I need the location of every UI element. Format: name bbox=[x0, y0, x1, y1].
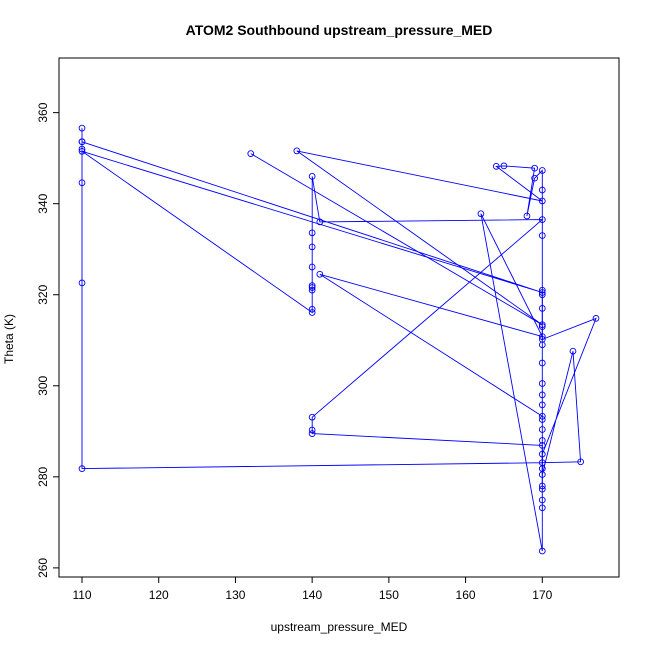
data-point bbox=[293, 147, 301, 155]
data-point bbox=[78, 279, 86, 287]
data-point bbox=[308, 286, 316, 294]
x-tick-label: 160 bbox=[456, 588, 476, 602]
data-point bbox=[492, 163, 500, 170]
data-point bbox=[538, 167, 546, 174]
data-point bbox=[569, 347, 577, 355]
data-point bbox=[538, 341, 546, 349]
data-point bbox=[538, 305, 546, 312]
data-point bbox=[538, 412, 546, 420]
data-point bbox=[538, 426, 546, 433]
data-point bbox=[538, 359, 546, 367]
data-point bbox=[538, 437, 546, 444]
data-point bbox=[308, 284, 316, 291]
x-tick-label: 130 bbox=[225, 588, 245, 602]
data-point bbox=[316, 270, 324, 278]
x-tick-label: 120 bbox=[149, 588, 169, 602]
y-tick-label: 360 bbox=[36, 102, 50, 122]
data-point bbox=[308, 305, 316, 313]
y-tick-label: 320 bbox=[36, 284, 50, 304]
data-point bbox=[538, 496, 546, 504]
data-point bbox=[316, 218, 324, 226]
data-point bbox=[538, 391, 546, 399]
x-tick-label: 170 bbox=[532, 588, 552, 602]
data-point bbox=[577, 458, 584, 466]
data-point bbox=[538, 321, 546, 329]
data-point bbox=[78, 145, 86, 153]
data-point bbox=[538, 485, 546, 493]
data-point bbox=[247, 150, 255, 157]
data-point bbox=[78, 147, 86, 155]
data-point bbox=[538, 291, 546, 299]
data-point bbox=[477, 210, 485, 218]
chart-title: ATOM2 Southbound upstream_pressure_MED bbox=[186, 22, 493, 38]
data-point bbox=[308, 243, 316, 251]
data-point bbox=[538, 547, 546, 555]
data-point bbox=[78, 138, 86, 146]
x-axis: 110 120 130 140 150 160 170 bbox=[72, 576, 553, 602]
data-point bbox=[538, 465, 546, 472]
data-point bbox=[308, 173, 316, 180]
data-point bbox=[78, 124, 86, 132]
y-tick-label: 300 bbox=[36, 375, 50, 395]
data-point bbox=[308, 263, 316, 271]
data-point bbox=[538, 504, 546, 512]
data-point bbox=[538, 323, 546, 330]
data-point bbox=[531, 174, 538, 182]
data-point bbox=[308, 309, 316, 316]
x-tick-label: 150 bbox=[379, 588, 399, 602]
data-point bbox=[538, 401, 546, 409]
x-axis-label: upstream_pressure_MED bbox=[271, 620, 408, 634]
data-point bbox=[538, 232, 546, 239]
y-tick-label: 340 bbox=[36, 193, 50, 213]
data-point bbox=[308, 426, 316, 434]
data-point bbox=[538, 197, 546, 205]
data-point bbox=[308, 229, 316, 237]
data-point bbox=[592, 315, 600, 322]
y-tick-label: 260 bbox=[36, 558, 50, 578]
data-point bbox=[523, 212, 531, 220]
data-point bbox=[538, 380, 546, 387]
data-point bbox=[500, 162, 508, 170]
data-point bbox=[308, 430, 316, 437]
data-point bbox=[308, 282, 316, 289]
y-axis-label: Theta (K) bbox=[2, 314, 16, 364]
data-point bbox=[538, 186, 546, 194]
series-layer bbox=[78, 124, 600, 555]
y-axis: 260 280 300 320 340 360 bbox=[36, 102, 60, 578]
data-point bbox=[538, 416, 546, 423]
data-point bbox=[538, 333, 546, 340]
x-tick-label: 110 bbox=[72, 588, 91, 602]
data-point bbox=[308, 413, 316, 421]
data-point bbox=[78, 179, 86, 187]
data-point bbox=[78, 465, 86, 472]
data-point bbox=[531, 164, 538, 172]
x-tick-label: 140 bbox=[302, 588, 322, 602]
series-line-3 bbox=[250, 150, 544, 552]
series-line-1 bbox=[81, 128, 597, 475]
y-tick-label: 280 bbox=[36, 467, 50, 487]
